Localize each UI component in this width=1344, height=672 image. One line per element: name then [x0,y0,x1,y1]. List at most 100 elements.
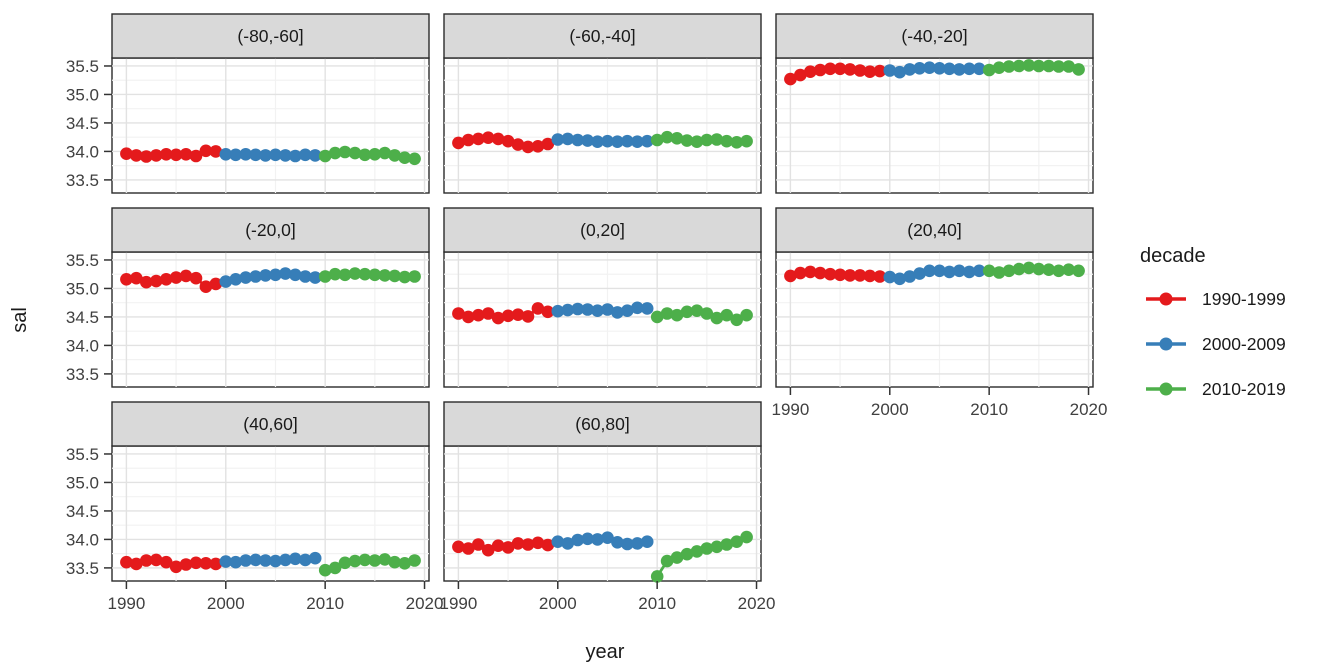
data-point [720,538,733,551]
data-point [338,268,352,282]
data-point [249,270,262,283]
data-point [700,133,714,147]
data-point [308,271,322,284]
data-point [408,152,421,166]
data-point [159,555,173,569]
data-point [541,305,555,319]
facet-strip-label: (-20,0] [245,220,296,240]
data-point [289,149,302,163]
data-point [348,146,362,160]
data-point [1012,59,1026,73]
data-point [140,554,153,567]
data-point [804,265,817,279]
x-tick-label: 1990 [439,594,477,613]
data-point [601,303,614,316]
data-point [591,304,604,318]
data-point [690,304,704,318]
data-point [963,62,976,76]
data-point [472,538,485,551]
data-point [462,542,475,555]
data-point [130,149,143,162]
data-point [1072,63,1085,76]
facet-panel [443,445,762,582]
data-point [1032,59,1046,73]
data-point [823,62,837,76]
data-point [299,553,312,567]
data-point [581,134,594,147]
data-point [710,540,724,554]
data-point [601,134,614,148]
data-point [601,531,614,544]
data-point [740,134,753,148]
data-point [259,554,272,567]
data-point [794,266,807,280]
y-tick-label: 33.5 [66,365,99,384]
data-point [621,537,634,551]
data-point [531,302,545,315]
data-point [511,138,525,151]
data-point [149,149,163,162]
data-point [1012,262,1026,276]
data-point [348,554,362,568]
data-point [700,542,714,555]
data-point [511,537,525,550]
data-point [259,149,272,162]
facet-strip-label: (60,80] [575,414,629,434]
facet-strip [443,13,762,59]
data-point [933,62,946,75]
facet-strip [775,13,1094,59]
data-point [130,557,143,571]
data-point [452,540,465,554]
data-point [169,148,183,162]
data-point [913,267,926,280]
data-point [680,134,694,147]
data-point [358,148,372,162]
data-point [408,270,421,283]
legend-label: 2000-2009 [1202,334,1286,354]
data-point [853,269,867,282]
data-point [903,63,916,76]
data-point [521,140,535,154]
data-point [982,63,996,77]
data-point [120,273,133,286]
y-axis-title: sal [9,307,31,333]
facet-strip [111,13,430,59]
data-point [179,269,193,283]
y-tick-label: 34.5 [66,114,99,133]
data-point [120,147,133,160]
data-point [794,68,807,82]
data-point [209,145,223,158]
data-point [893,272,906,286]
data-point [120,555,133,569]
y-tick-label: 35.0 [66,473,99,492]
x-tick-label: 2000 [871,400,909,419]
data-point [581,532,594,546]
data-point [289,268,302,282]
data-point [462,133,475,147]
data-point [179,148,193,161]
data-point [963,265,976,279]
data-point [531,140,545,153]
data-point [843,269,857,282]
data-point [913,62,926,75]
data-point [631,537,644,550]
data-point [219,148,233,161]
y-tick-label: 35.5 [66,445,99,464]
data-point [591,533,604,546]
data-point [462,310,475,324]
data-point [591,135,604,148]
data-point [640,302,654,315]
data-point [1062,263,1075,277]
data-point [551,304,565,318]
facet-strip-label: (0,20] [580,220,625,240]
data-point [501,309,515,323]
data-point [452,136,465,150]
data-point [541,538,555,552]
data-point [621,134,634,148]
data-point [1052,60,1065,73]
data-point [670,551,684,564]
data-point [690,545,704,558]
data-point [650,570,664,583]
data-point [299,270,312,283]
x-tick-label: 1990 [107,594,145,613]
